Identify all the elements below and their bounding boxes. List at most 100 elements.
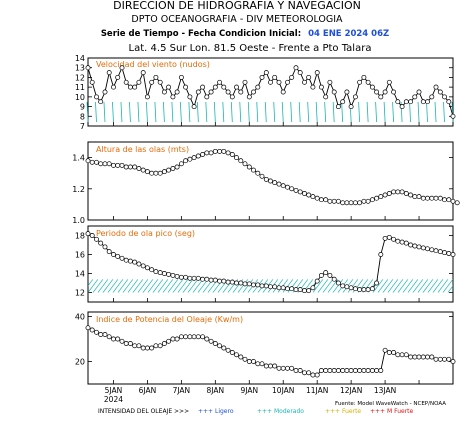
- series-point: [454, 200, 460, 206]
- series-point: [285, 79, 290, 85]
- series-point: [106, 334, 112, 340]
- series-point: [259, 74, 265, 80]
- series-point: [111, 252, 116, 257]
- x-tick-label: 13JAN: [374, 386, 396, 395]
- series-point: [225, 279, 231, 285]
- series-point: [174, 89, 180, 95]
- y-tick-label: 16: [75, 251, 85, 260]
- y-tick-label: 7: [80, 122, 85, 131]
- series-point: [416, 244, 422, 250]
- hatch-line: [112, 279, 124, 293]
- wind-arrow: [247, 101, 250, 123]
- series-line: [87, 150, 458, 204]
- series-point: [242, 161, 248, 167]
- hatch-line: [152, 279, 164, 293]
- series-point: [212, 277, 218, 283]
- series-point: [102, 89, 108, 95]
- wind-arrow: [222, 101, 225, 123]
- x-tick-label: 7JAN: [173, 386, 191, 395]
- series-point: [327, 272, 333, 278]
- panel-3: Indice de Potencia del Oleaje (Kw/m) 20 40: [75, 311, 456, 385]
- series-point: [85, 65, 91, 71]
- series-point: [144, 265, 150, 271]
- series-point: [306, 370, 312, 376]
- panel-2: Periodo de ola pico (seg) 12 14 16 18: [75, 225, 456, 303]
- series-point: [297, 368, 303, 373]
- panel-title: Periodo de ola pico (seg): [96, 229, 195, 238]
- series-point: [119, 338, 125, 344]
- panel-frame: [87, 141, 454, 221]
- series-point: [450, 359, 456, 364]
- y-tick-label: 14: [75, 54, 85, 63]
- x-tick-label: 9JAN: [240, 386, 258, 395]
- hatch-line: [332, 279, 344, 293]
- series-point: [280, 285, 286, 291]
- series-point: [412, 354, 418, 360]
- series-point: [106, 249, 112, 255]
- series-point: [280, 89, 286, 95]
- series-point: [119, 162, 125, 168]
- series-point: [280, 365, 286, 371]
- series-point: [225, 347, 231, 353]
- series-point: [111, 162, 116, 168]
- series-point: [98, 161, 104, 167]
- series-point: [357, 368, 363, 373]
- series-point: [85, 231, 91, 237]
- series-point: [195, 153, 201, 159]
- series-point: [136, 79, 142, 85]
- series-point: [310, 194, 316, 200]
- hatch-line: [167, 279, 179, 293]
- legend-item-moderado: +++ Moderado: [257, 408, 304, 415]
- series-point: [140, 263, 146, 269]
- panel-1: Altura de las olas (mts) 1.0 1.2 1.4: [72, 141, 460, 225]
- series-point: [94, 94, 99, 100]
- series-point: [98, 240, 104, 246]
- series-point: [268, 363, 273, 369]
- series-point: [361, 287, 367, 293]
- series-point: [420, 245, 426, 251]
- series-point: [374, 89, 380, 95]
- series-point: [200, 276, 206, 282]
- series-point: [302, 288, 307, 294]
- series-point: [200, 152, 206, 157]
- hatch-line: [377, 279, 389, 293]
- series-point: [272, 74, 278, 80]
- hatch-line: [322, 279, 334, 293]
- series-point: [335, 198, 341, 204]
- series-point: [433, 356, 439, 362]
- series-point: [314, 195, 320, 201]
- series-point: [111, 84, 116, 90]
- series-point: [399, 189, 405, 195]
- series-point: [225, 150, 231, 156]
- wind-arrow: [239, 101, 242, 123]
- series-point: [136, 261, 142, 267]
- series-point: [229, 94, 235, 100]
- wind-arrow: [409, 101, 411, 123]
- hatch-line: [392, 279, 404, 293]
- series-point: [144, 94, 150, 100]
- wind-arrow: [332, 101, 335, 123]
- hatch-line: [172, 279, 184, 293]
- series-point: [314, 372, 320, 378]
- series-point: [416, 89, 422, 95]
- series-point: [94, 159, 99, 165]
- series-point: [399, 104, 405, 110]
- series-point: [153, 74, 159, 80]
- series-point: [132, 343, 138, 349]
- wind-arrow: [426, 101, 428, 123]
- series-point: [149, 267, 155, 273]
- series-point: [221, 345, 227, 351]
- series-point: [420, 195, 426, 201]
- legend-item-mfuerte: +++ M Fuerte: [370, 408, 414, 415]
- series-point: [408, 192, 414, 198]
- series-point: [391, 236, 397, 242]
- series-point: [310, 285, 316, 291]
- panel-frame: [87, 225, 454, 303]
- series-point: [327, 79, 333, 85]
- series-point: [225, 89, 231, 95]
- series-point: [85, 158, 91, 164]
- series-point: [170, 272, 176, 278]
- panel-frame: [87, 311, 454, 385]
- wind-arrow: [256, 101, 259, 123]
- hatch-line: [147, 279, 159, 293]
